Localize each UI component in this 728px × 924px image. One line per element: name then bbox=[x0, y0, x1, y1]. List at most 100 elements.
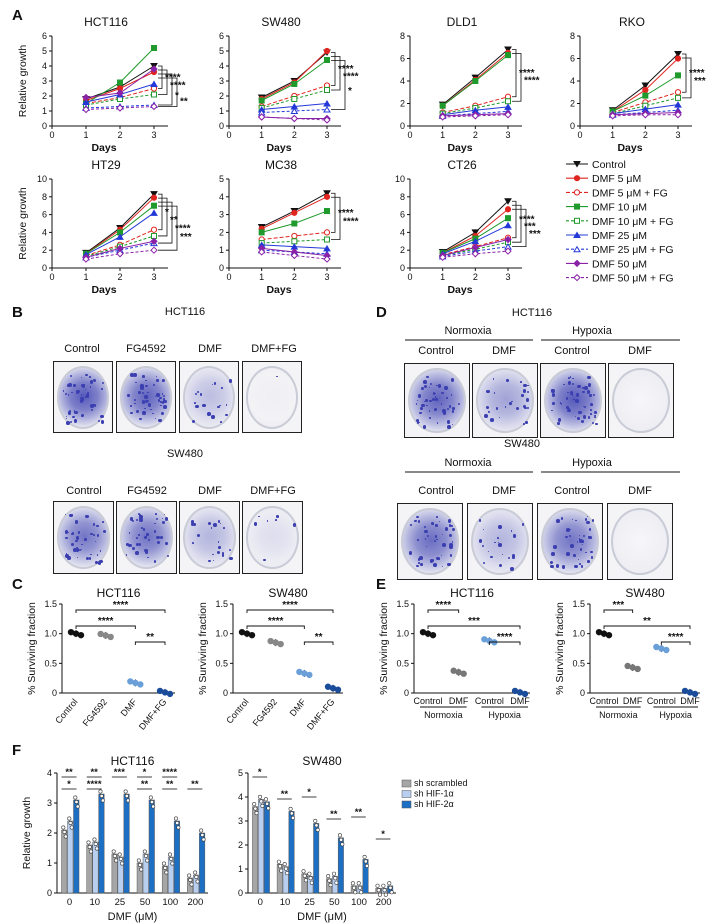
colony bbox=[555, 564, 560, 568]
colony bbox=[410, 524, 412, 526]
legend-swatch bbox=[401, 800, 412, 809]
data-point bbox=[303, 878, 308, 883]
colony bbox=[161, 520, 166, 525]
colony bbox=[551, 409, 553, 412]
colony bbox=[504, 406, 507, 408]
colony bbox=[551, 389, 555, 393]
bar bbox=[193, 874, 200, 894]
colony bbox=[567, 408, 571, 413]
colony bbox=[135, 381, 137, 384]
category-label: Control bbox=[589, 696, 618, 706]
scatter-E-sw480: 0 0.5 1.0 1.5 % Surviving fraction SW480 Contr… bbox=[554, 586, 700, 720]
colony bbox=[484, 414, 488, 418]
colony bbox=[415, 403, 418, 405]
colony bbox=[457, 402, 461, 406]
data-point bbox=[82, 93, 90, 102]
sig-label: **** bbox=[668, 632, 684, 643]
bar bbox=[276, 863, 283, 894]
sig-label: **** bbox=[338, 64, 354, 75]
colony bbox=[575, 399, 579, 403]
colony bbox=[213, 382, 217, 385]
colony bbox=[520, 381, 522, 383]
colony bbox=[97, 561, 102, 565]
bar bbox=[161, 865, 168, 894]
category-label: 200 bbox=[187, 897, 203, 908]
x-tick-label: 1 bbox=[610, 130, 615, 140]
colony bbox=[497, 541, 500, 544]
group-label: Normoxia bbox=[424, 710, 463, 720]
colony bbox=[131, 519, 135, 523]
sig-bracket bbox=[603, 625, 691, 629]
colony bbox=[155, 513, 157, 515]
colony bbox=[581, 543, 584, 546]
colony bbox=[225, 404, 228, 406]
colony bbox=[147, 538, 151, 542]
data-point bbox=[75, 804, 80, 809]
data-point bbox=[116, 250, 124, 258]
colony bbox=[87, 392, 89, 394]
colony bbox=[435, 524, 438, 527]
data-point bbox=[327, 878, 332, 883]
data-point bbox=[352, 885, 357, 890]
colony bbox=[78, 548, 82, 552]
colony bbox=[478, 519, 482, 522]
data-point bbox=[82, 255, 90, 263]
data-point bbox=[340, 842, 345, 847]
colony bbox=[582, 390, 585, 394]
colony bbox=[560, 517, 564, 520]
colony bbox=[571, 394, 574, 396]
data-point bbox=[116, 104, 124, 112]
colony bbox=[80, 376, 83, 379]
colony bbox=[228, 379, 233, 383]
chart-title: RKO bbox=[619, 15, 645, 29]
colony bbox=[571, 518, 574, 521]
colony bbox=[93, 403, 95, 406]
culture-dish bbox=[476, 367, 534, 434]
y-tick-label: 10 bbox=[395, 174, 405, 184]
colony bbox=[138, 543, 142, 546]
colony bbox=[495, 407, 499, 410]
legend-item: sh HIF-2α bbox=[414, 799, 454, 809]
data-point bbox=[150, 226, 158, 233]
colony bbox=[419, 411, 422, 415]
x-tick-label: 0 bbox=[226, 272, 231, 282]
data-point bbox=[94, 846, 99, 851]
colony bbox=[89, 380, 94, 384]
colony bbox=[552, 402, 555, 405]
y-tick-label: 4 bbox=[400, 76, 405, 86]
colony bbox=[153, 560, 157, 563]
data-point bbox=[334, 880, 339, 885]
colony bbox=[487, 410, 491, 414]
colony bbox=[576, 541, 579, 543]
sig-bracket bbox=[512, 208, 527, 248]
colony bbox=[587, 535, 590, 538]
colony bbox=[73, 410, 76, 412]
data-point bbox=[381, 883, 386, 888]
series-line bbox=[85, 242, 155, 258]
colony bbox=[420, 407, 423, 410]
plate-hct116-0 bbox=[53, 361, 113, 433]
colony bbox=[428, 410, 431, 412]
colony bbox=[228, 548, 232, 552]
category-label: Control bbox=[647, 696, 676, 706]
colony bbox=[566, 552, 570, 556]
category-label: DMF bbox=[449, 696, 469, 706]
chart-title: SW480 bbox=[261, 15, 301, 29]
panel-D-label: Control bbox=[554, 345, 589, 357]
bar-chart-F-hct116: 0 1 2 3 4 HCT116 Relative growth DMF (μM) 0 10 25 5… bbox=[21, 754, 208, 923]
category-label: 0 bbox=[67, 897, 72, 908]
y-axis-label: % Surviving fraction bbox=[378, 602, 390, 695]
colony bbox=[590, 556, 594, 559]
colony bbox=[165, 542, 168, 545]
x-tick-label: 2 bbox=[473, 272, 478, 282]
data-point bbox=[63, 834, 68, 839]
y-axis-label: Relative growth bbox=[17, 45, 29, 118]
colony bbox=[434, 392, 436, 395]
sig-label: **** bbox=[170, 80, 186, 91]
x-tick-label: 2 bbox=[117, 130, 122, 140]
colony bbox=[446, 397, 448, 399]
x-tick-label: 1 bbox=[259, 272, 264, 282]
data-point bbox=[252, 802, 257, 807]
colony bbox=[101, 388, 103, 390]
colony bbox=[568, 377, 570, 379]
